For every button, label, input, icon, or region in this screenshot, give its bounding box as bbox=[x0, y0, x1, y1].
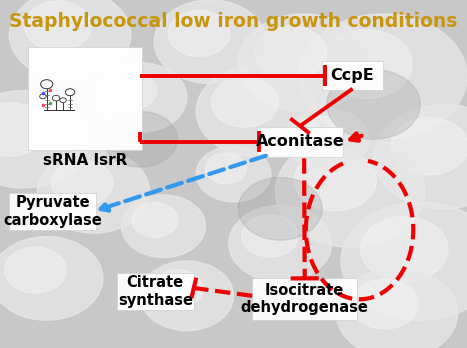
Circle shape bbox=[242, 215, 298, 257]
Circle shape bbox=[196, 66, 318, 157]
Circle shape bbox=[255, 26, 326, 80]
Text: sRNA IsrR: sRNA IsrR bbox=[43, 152, 127, 168]
Circle shape bbox=[320, 30, 412, 98]
Circle shape bbox=[168, 10, 230, 56]
Circle shape bbox=[285, 108, 369, 171]
Circle shape bbox=[205, 153, 247, 184]
Circle shape bbox=[238, 14, 369, 111]
Circle shape bbox=[154, 0, 266, 84]
Text: Citrate
synthase: Citrate synthase bbox=[118, 275, 193, 308]
FancyBboxPatch shape bbox=[28, 47, 142, 150]
Circle shape bbox=[105, 71, 156, 110]
Circle shape bbox=[37, 150, 149, 233]
Circle shape bbox=[299, 14, 467, 139]
Circle shape bbox=[5, 247, 66, 293]
Circle shape bbox=[352, 279, 418, 329]
Text: Pyruvate
carboxylase: Pyruvate carboxylase bbox=[3, 195, 102, 228]
FancyBboxPatch shape bbox=[322, 61, 383, 90]
Circle shape bbox=[374, 104, 467, 209]
Circle shape bbox=[24, 1, 92, 51]
FancyBboxPatch shape bbox=[257, 127, 343, 157]
Circle shape bbox=[132, 203, 178, 237]
Circle shape bbox=[229, 205, 332, 282]
Circle shape bbox=[238, 177, 322, 240]
Circle shape bbox=[295, 116, 342, 150]
Circle shape bbox=[211, 78, 278, 127]
Circle shape bbox=[341, 202, 467, 320]
Circle shape bbox=[0, 103, 46, 156]
Text: Staphylococcal low iron growth conditions: Staphylococcal low iron growth condition… bbox=[9, 12, 458, 31]
Circle shape bbox=[196, 146, 271, 202]
Circle shape bbox=[152, 270, 203, 308]
Circle shape bbox=[9, 0, 131, 80]
Circle shape bbox=[276, 136, 425, 247]
Circle shape bbox=[0, 237, 103, 320]
FancyBboxPatch shape bbox=[117, 273, 194, 310]
FancyBboxPatch shape bbox=[9, 193, 96, 230]
Circle shape bbox=[391, 117, 467, 175]
Text: CcpE: CcpE bbox=[331, 68, 375, 83]
Circle shape bbox=[103, 111, 177, 167]
Circle shape bbox=[140, 261, 234, 331]
Circle shape bbox=[93, 63, 187, 132]
Circle shape bbox=[51, 160, 113, 206]
Circle shape bbox=[0, 90, 89, 188]
Circle shape bbox=[336, 268, 458, 348]
Circle shape bbox=[361, 216, 448, 282]
FancyBboxPatch shape bbox=[252, 278, 357, 320]
Circle shape bbox=[121, 195, 205, 258]
Circle shape bbox=[294, 150, 376, 211]
Circle shape bbox=[327, 70, 420, 139]
Text: Isocitrate
dehydrogenase: Isocitrate dehydrogenase bbox=[241, 283, 368, 316]
Text: Aconitase: Aconitase bbox=[255, 134, 345, 149]
